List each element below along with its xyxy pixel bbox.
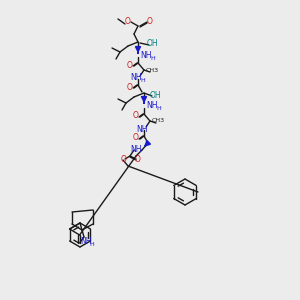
Text: H: H bbox=[90, 242, 94, 247]
Text: NH: NH bbox=[80, 238, 92, 247]
Text: OH: OH bbox=[146, 40, 158, 49]
Text: CH3: CH3 bbox=[146, 68, 159, 73]
Text: O: O bbox=[133, 112, 139, 121]
Text: O: O bbox=[127, 61, 133, 70]
Text: O: O bbox=[127, 82, 133, 91]
Text: NH: NH bbox=[136, 124, 148, 134]
Text: NH: NH bbox=[130, 145, 142, 154]
Text: NH: NH bbox=[130, 74, 142, 82]
Text: H: H bbox=[141, 79, 146, 83]
Text: O: O bbox=[121, 154, 127, 164]
Text: H: H bbox=[157, 106, 161, 112]
Text: H: H bbox=[151, 56, 155, 61]
Text: O: O bbox=[147, 17, 153, 26]
Text: O: O bbox=[133, 134, 139, 142]
Text: O: O bbox=[135, 154, 141, 164]
Text: CH3: CH3 bbox=[152, 118, 165, 124]
Text: OH: OH bbox=[149, 92, 161, 100]
Text: NH: NH bbox=[146, 101, 158, 110]
Text: NH: NH bbox=[140, 52, 152, 61]
Text: O: O bbox=[125, 17, 131, 26]
